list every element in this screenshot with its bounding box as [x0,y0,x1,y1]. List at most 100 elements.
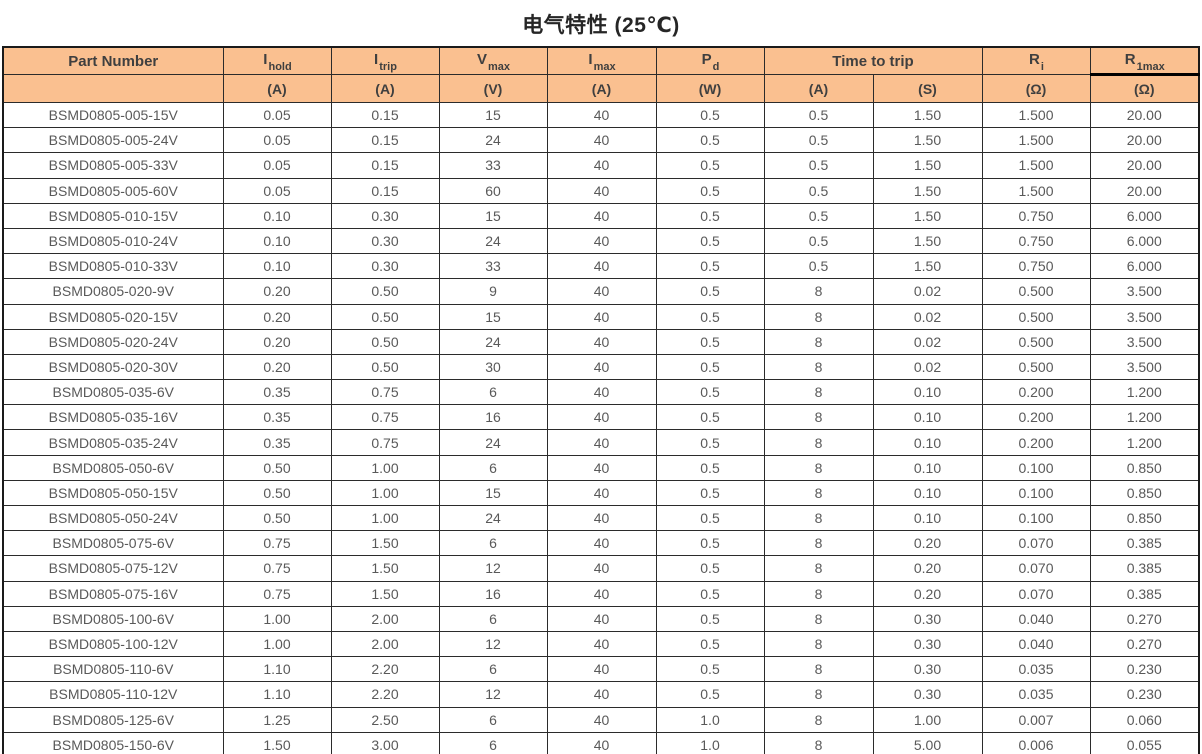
trip-time-cell: 0.20 [872,580,983,607]
pd-cell: 1.0 [655,731,765,754]
table-row: BSMD0805-075-6V 0.75 1.50 6 40 0.5 8 0.2… [2,530,1200,557]
r1max-cell: 0.055 [1089,731,1200,754]
ri-cell: 1.500 [981,177,1091,204]
table-row: BSMD0805-100-12V 1.00 2.00 12 40 0.5 8 0… [2,630,1200,658]
unit-r1max: (Ω) [1089,74,1200,103]
col-header-part-number: Part Number [2,46,224,75]
part-number-cell: BSMD0805-005-60V [2,177,224,204]
header-row: Part Number Ihold Itrip Vmax Imax Pd Tim… [2,46,1200,76]
unit-vmax: (V) [438,74,548,103]
table-row: BSMD0805-020-9V 0.20 0.50 9 40 0.5 8 0.0… [2,278,1200,305]
table-row: BSMD0805-075-16V 0.75 1.50 16 40 0.5 8 0… [2,580,1200,607]
r1max-cell: 0.230 [1089,656,1200,683]
pd-cell: 0.5 [655,404,765,431]
ri-cell: 0.040 [981,605,1091,632]
part-number-cell: BSMD0805-050-24V [2,504,224,532]
trip-current-cell: 8 [763,555,874,582]
imax-cell: 40 [546,127,657,154]
trip-time-cell: 1.00 [872,706,983,733]
unit-ihold: (A) [222,74,332,103]
ihold-cell: 1.00 [222,605,332,632]
table-row: BSMD0805-010-15V 0.10 0.30 15 40 0.5 0.5… [2,202,1200,229]
imax-cell: 40 [546,101,657,129]
trip-current-cell: 8 [763,530,874,557]
trip-time-cell: 5.00 [872,731,983,754]
trip-time-cell: 0.10 [872,379,983,406]
r1max-cell: 20.00 [1089,127,1200,154]
r1max-cell: 0.385 [1089,530,1200,557]
table-row: BSMD0805-110-12V 1.10 2.20 12 40 0.5 8 0… [2,681,1200,708]
trip-current-cell: 8 [763,454,874,481]
itrip-cell: 2.20 [330,656,440,683]
ihold-cell: 0.20 [222,328,332,355]
vmax-cell: 6 [438,530,548,557]
part-number-cell: BSMD0805-075-6V [2,530,224,557]
table-row: BSMD0805-125-6V 1.25 2.50 6 40 1.0 8 1.0… [2,706,1200,733]
part-number-cell: BSMD0805-075-16V [2,580,224,607]
ihold-cell: 0.05 [222,177,332,204]
imax-cell: 40 [546,504,657,532]
r1max-cell: 0.270 [1089,605,1200,632]
imax-cell: 40 [546,202,657,229]
ri-cell: 0.500 [981,353,1091,381]
ri-cell: 1.500 [981,152,1091,179]
itrip-cell: 1.50 [330,530,440,557]
ri-cell: 0.070 [981,555,1091,582]
ihold-cell: 0.75 [222,530,332,557]
imax-cell: 40 [546,580,657,607]
part-number-cell: BSMD0805-110-12V [2,681,224,708]
ri-cell: 1.500 [981,127,1091,154]
trip-time-cell: 0.10 [872,429,983,456]
itrip-cell: 0.75 [330,429,440,456]
trip-time-cell: 0.30 [872,656,983,683]
ihold-cell: 1.10 [222,681,332,708]
vmax-cell: 24 [438,328,548,355]
pd-cell: 0.5 [655,353,765,381]
trip-time-cell: 0.10 [872,404,983,431]
imax-cell: 40 [546,530,657,557]
pd-cell: 0.5 [655,681,765,708]
table-row: BSMD0805-050-15V 0.50 1.00 15 40 0.5 8 0… [2,479,1200,507]
part-number-cell: BSMD0805-125-6V [2,706,224,733]
r1max-cell: 0.850 [1089,454,1200,481]
r1max-cell: 0.060 [1089,706,1200,733]
itrip-cell: 0.50 [330,328,440,355]
ri-cell: 0.200 [981,404,1091,431]
r1max-cell: 1.200 [1089,379,1200,406]
trip-current-cell: 8 [763,605,874,632]
pd-cell: 0.5 [655,504,765,532]
pd-cell: 0.5 [655,479,765,507]
r1max-cell: 6.000 [1089,202,1200,229]
table-body: BSMD0805-005-15V 0.05 0.15 15 40 0.5 0.5… [2,101,1200,754]
imax-cell: 40 [546,328,657,355]
trip-time-cell: 0.02 [872,353,983,381]
ihold-cell: 1.10 [222,656,332,683]
table-row: BSMD0805-020-30V 0.20 0.50 30 40 0.5 8 0… [2,353,1200,381]
trip-current-cell: 0.5 [763,227,874,255]
col-header-r1max: R1max [1089,46,1200,76]
pd-cell: 0.5 [655,101,765,129]
itrip-cell: 2.00 [330,630,440,658]
part-number-cell: BSMD0805-020-30V [2,353,224,381]
table-row: BSMD0805-050-24V 0.50 1.00 24 40 0.5 8 0… [2,504,1200,532]
trip-current-cell: 8 [763,278,874,305]
pd-cell: 0.5 [655,253,765,280]
table-row: BSMD0805-150-6V 1.50 3.00 6 40 1.0 8 5.0… [2,731,1200,754]
part-number-cell: BSMD0805-035-6V [2,379,224,406]
ihold-cell: 0.05 [222,127,332,154]
vmax-cell: 12 [438,681,548,708]
ihold-cell: 0.35 [222,379,332,406]
imax-cell: 40 [546,479,657,507]
imax-cell: 40 [546,253,657,280]
col-header-pd: Pd [655,46,765,75]
itrip-cell: 0.50 [330,353,440,381]
r1max-cell: 0.850 [1089,504,1200,532]
trip-time-cell: 1.50 [872,101,983,129]
ihold-cell: 1.00 [222,630,332,658]
itrip-cell: 1.50 [330,580,440,607]
table-row: BSMD0805-005-60V 0.05 0.15 60 40 0.5 0.5… [2,177,1200,204]
ri-cell: 0.100 [981,479,1091,507]
pd-cell: 0.5 [655,303,765,330]
table-row: BSMD0805-050-6V 0.50 1.00 6 40 0.5 8 0.1… [2,454,1200,481]
